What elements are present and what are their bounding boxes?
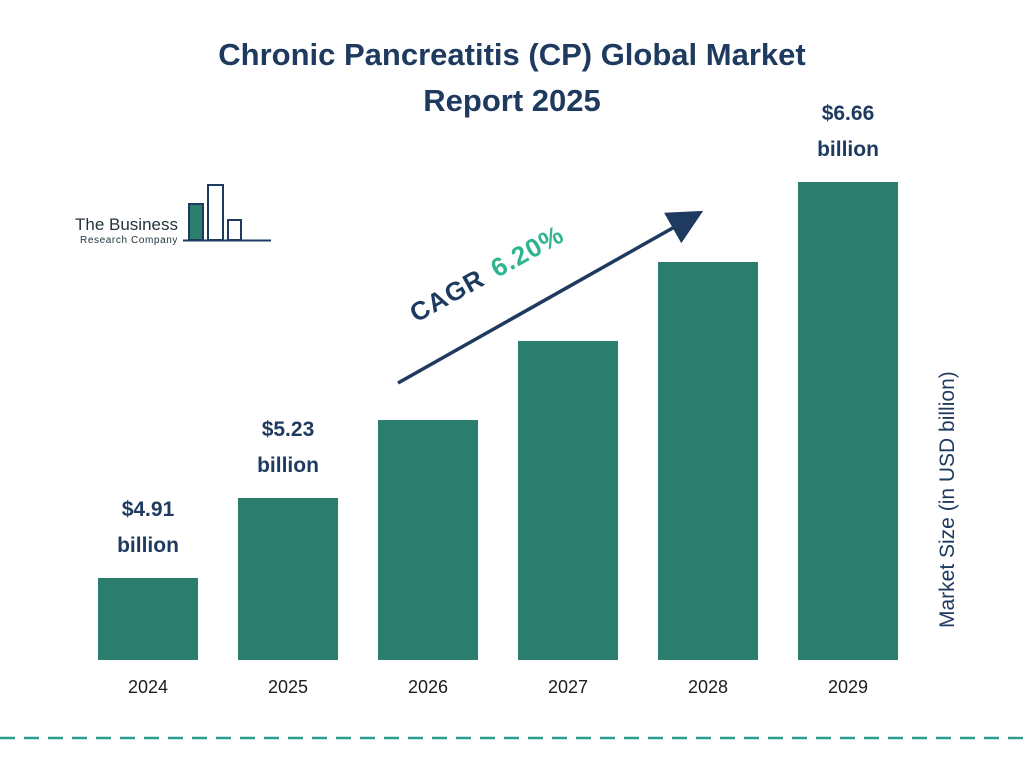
logo-name-line2: Research Company (80, 235, 178, 246)
bar-value-label-2029: $6.66 billion (817, 102, 879, 161)
bar-2027 (518, 341, 618, 660)
bar-column-2028: 2028 (658, 60, 758, 697)
page-title-line2: Report 2025 (423, 83, 601, 118)
logo-name-line1: The Business (75, 215, 178, 234)
bar-chart-logo-icon (183, 182, 271, 249)
bar-2029 (798, 182, 898, 660)
bar-column-2025: $5.23 billion 2025 (238, 60, 338, 697)
bar-column-2029: $6.66 billion 2029 (798, 60, 898, 697)
x-axis-label-2024: 2024 (127, 677, 169, 697)
bar-2026 (378, 420, 478, 660)
x-axis-label-2027: 2027 (547, 677, 589, 697)
bar-2025 (238, 498, 338, 660)
x-axis-label-2025: 2025 (267, 677, 309, 697)
company-logo-text: The Business Research Company (75, 215, 178, 249)
bar-value-label-2025: $5.23 billion (257, 418, 319, 477)
x-axis-label-2029: 2029 (827, 677, 869, 697)
bottom-dashed-divider (0, 736, 1024, 740)
page-title-line1: Chronic Pancreatitis (CP) Global Market (218, 37, 806, 72)
bar-value-label-2024: $4.91 billion (117, 498, 179, 557)
bar-2028 (658, 262, 758, 660)
x-axis-label-2026: 2026 (407, 677, 449, 697)
bars: $4.91 billion 2024 $5.23 billion 2025 2026 2027… (98, 60, 898, 697)
bar-column-2026: 2026 (378, 60, 478, 697)
bar-2024 (98, 578, 198, 660)
page-title: Chronic Pancreatitis (CP) Global Market … (0, 32, 1024, 124)
bar-column-2024: $4.91 billion 2024 (98, 60, 198, 697)
company-logo: The Business Research Company (75, 182, 271, 249)
x-axis-label-2028: 2028 (687, 677, 729, 697)
bar-column-2027: 2027 (518, 60, 618, 697)
y-axis-title: Market Size (in USD billion) (936, 371, 959, 629)
